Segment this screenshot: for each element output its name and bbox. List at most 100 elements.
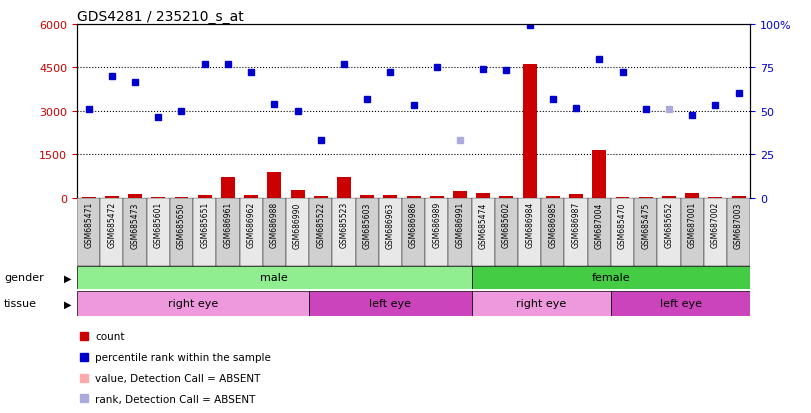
Text: GDS4281 / 235210_s_at: GDS4281 / 235210_s_at xyxy=(77,10,244,24)
Text: count: count xyxy=(95,332,124,342)
Text: GSM686962: GSM686962 xyxy=(247,202,255,248)
Bar xyxy=(128,195,142,198)
Bar xyxy=(239,198,263,266)
Bar xyxy=(662,197,676,198)
Bar xyxy=(518,198,541,266)
Bar xyxy=(472,291,611,316)
Bar xyxy=(290,191,304,198)
Text: left eye: left eye xyxy=(659,299,702,309)
Bar xyxy=(569,195,583,198)
Text: GSM686984: GSM686984 xyxy=(526,202,534,248)
Bar xyxy=(101,198,123,266)
Text: GSM686961: GSM686961 xyxy=(223,202,233,248)
Bar xyxy=(221,178,235,198)
Bar xyxy=(174,197,188,198)
Text: tissue: tissue xyxy=(4,299,37,309)
Text: GSM685523: GSM685523 xyxy=(340,202,349,248)
Bar xyxy=(588,198,611,266)
Text: GSM687003: GSM687003 xyxy=(734,202,743,248)
Bar xyxy=(105,197,119,198)
Bar xyxy=(541,198,564,266)
Text: GSM687004: GSM687004 xyxy=(594,202,604,248)
Bar xyxy=(379,198,402,266)
Text: female: female xyxy=(591,273,630,283)
Bar xyxy=(333,198,355,266)
Bar xyxy=(639,197,653,198)
Bar xyxy=(658,198,680,266)
Bar xyxy=(193,198,217,266)
Bar xyxy=(430,196,444,198)
Text: GSM685603: GSM685603 xyxy=(363,202,371,248)
Bar xyxy=(448,198,472,266)
Bar xyxy=(360,195,374,198)
Text: GSM685470: GSM685470 xyxy=(618,202,627,248)
Bar xyxy=(147,198,169,266)
Bar xyxy=(727,198,750,266)
Text: right eye: right eye xyxy=(516,299,566,309)
Text: GSM686985: GSM686985 xyxy=(548,202,557,248)
Bar xyxy=(337,178,351,198)
Text: value, Detection Call = ABSENT: value, Detection Call = ABSENT xyxy=(95,373,260,383)
Bar xyxy=(592,150,607,198)
Text: GSM686986: GSM686986 xyxy=(409,202,418,248)
Bar xyxy=(244,195,258,198)
Text: GSM685472: GSM685472 xyxy=(107,202,116,248)
Bar xyxy=(453,192,467,198)
Text: GSM685651: GSM685651 xyxy=(200,202,209,248)
Text: GSM685473: GSM685473 xyxy=(131,202,139,248)
Bar xyxy=(546,197,560,198)
Bar xyxy=(685,193,699,198)
Bar xyxy=(82,197,96,198)
Text: ▶: ▶ xyxy=(63,299,71,309)
Bar xyxy=(564,198,588,266)
Bar xyxy=(495,198,518,266)
Bar xyxy=(732,197,745,198)
Bar xyxy=(634,198,658,266)
Bar xyxy=(708,197,723,198)
Text: GSM687001: GSM687001 xyxy=(688,202,697,248)
Bar xyxy=(406,197,421,198)
Bar xyxy=(616,197,629,198)
Bar xyxy=(680,198,704,266)
Bar xyxy=(314,197,328,198)
Text: percentile rank within the sample: percentile rank within the sample xyxy=(95,352,271,362)
Text: GSM685652: GSM685652 xyxy=(664,202,673,248)
Bar xyxy=(77,266,472,289)
Text: GSM685471: GSM685471 xyxy=(84,202,93,248)
Text: left eye: left eye xyxy=(369,299,411,309)
Bar xyxy=(77,198,101,266)
Bar xyxy=(152,197,165,198)
Text: gender: gender xyxy=(4,273,44,283)
Bar xyxy=(309,291,472,316)
Text: rank, Detection Call = ABSENT: rank, Detection Call = ABSENT xyxy=(95,394,255,404)
Bar xyxy=(523,65,537,198)
Text: GSM685602: GSM685602 xyxy=(502,202,511,248)
Bar xyxy=(355,198,379,266)
Text: GSM687002: GSM687002 xyxy=(711,202,720,248)
Bar xyxy=(425,198,448,266)
Bar xyxy=(263,198,286,266)
Bar xyxy=(198,196,212,198)
Bar xyxy=(169,198,193,266)
Bar xyxy=(217,198,239,266)
Text: GSM686963: GSM686963 xyxy=(386,202,395,248)
Text: GSM686987: GSM686987 xyxy=(572,202,581,248)
Bar xyxy=(268,172,281,198)
Text: GSM686989: GSM686989 xyxy=(432,202,441,248)
Text: male: male xyxy=(260,273,288,283)
Text: GSM685601: GSM685601 xyxy=(154,202,163,248)
Bar xyxy=(704,198,727,266)
Text: GSM686988: GSM686988 xyxy=(270,202,279,248)
Text: GSM685474: GSM685474 xyxy=(478,202,487,248)
Bar xyxy=(500,197,513,198)
Text: GSM686990: GSM686990 xyxy=(293,202,302,248)
Bar xyxy=(472,198,495,266)
Text: GSM685522: GSM685522 xyxy=(316,202,325,248)
Text: GSM685650: GSM685650 xyxy=(177,202,186,248)
Text: right eye: right eye xyxy=(168,299,218,309)
Text: GSM686991: GSM686991 xyxy=(456,202,465,248)
Bar xyxy=(77,291,309,316)
Text: ▶: ▶ xyxy=(63,273,71,283)
Bar xyxy=(286,198,309,266)
Bar xyxy=(476,194,490,198)
